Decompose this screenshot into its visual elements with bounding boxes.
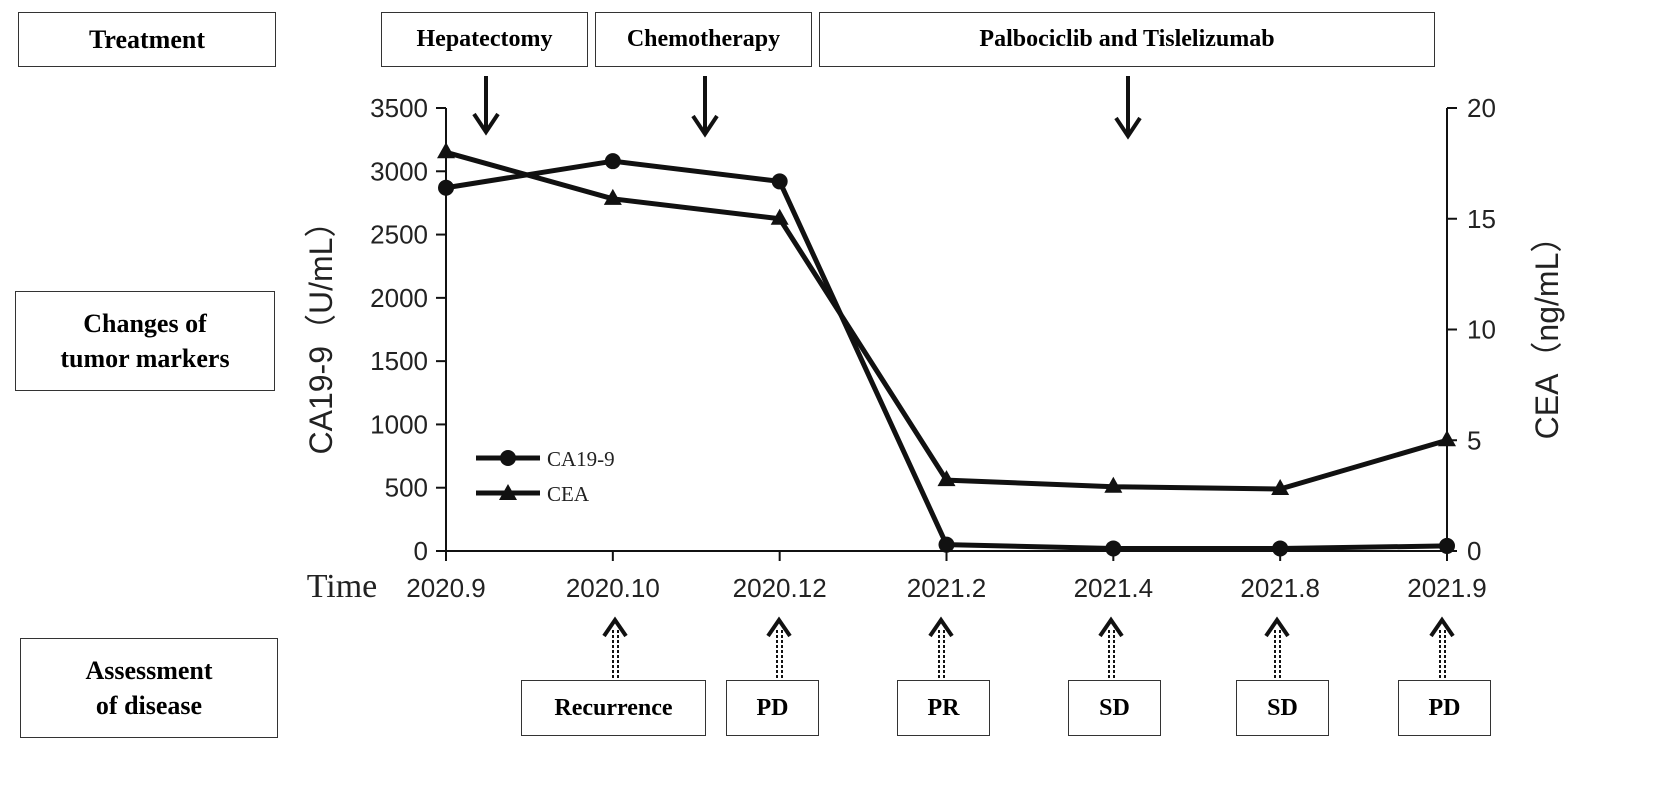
assessment-recurrence: Recurrence [521,680,706,736]
x-tick-label: 2020.9 [406,573,486,603]
cea-point [1271,478,1290,495]
assessment-sd-1: SD [1068,680,1161,736]
ca19-9-point [938,536,955,553]
assessment-arrow-icon-2 [766,616,792,680]
treatment-palbociclib-tislelizumab: Palbociclib and Tislelizumab [819,12,1435,67]
cea-point [437,142,455,159]
assessment-arrow-icon-6 [1429,616,1455,680]
changes-row-label: Changes of tumor markers [15,291,275,391]
assessment-pr: PR [897,680,990,736]
x-tick-label: 2020.10 [566,573,660,603]
legend: CA19-9 CEA [476,447,615,506]
assessment-row-label: Assessment of disease [20,638,278,738]
treatment-arrow-icon-1 [472,76,500,136]
left-tick-label: 1000 [370,409,428,439]
assessment-pd-1: PD [726,680,819,736]
ca19-9-point [771,173,788,190]
left-tick-label: 500 [385,473,428,503]
left-tick-label: 3500 [370,93,428,123]
x-axis-title: Time [307,568,378,605]
ca19-9-point [438,179,454,196]
assessment-sd-2: SD [1236,680,1329,736]
ca19-9-point [1272,540,1289,557]
right-tick-label: 20 [1467,93,1496,123]
legend-marker-cea [499,484,517,500]
assessment-arrow-icon-1 [602,616,628,680]
left-tick-label: 3000 [370,156,428,186]
right-tick-label: 0 [1467,536,1481,566]
treatment-row-label: Treatment [18,12,276,67]
cea-point [937,470,956,487]
left-tick-label: 2500 [370,220,428,250]
x-tick-label: 2020.12 [733,573,827,603]
legend-marker-ca19-9 [500,450,516,466]
right-tick-label: 15 [1467,204,1496,234]
cea-point [1438,430,1456,447]
x-tick-label: 2021.4 [1074,573,1154,603]
x-tick-label: 2021.2 [907,573,987,603]
treatment-arrow-icon-3 [1114,76,1142,140]
left-tick-label: 0 [414,536,428,566]
left-tick-label: 1500 [370,346,428,376]
treatment-arrow-icon-2 [691,76,719,138]
cea-point [603,188,622,205]
cea-point [770,208,789,225]
left-y-axis-title: CA19-9（U/mL） [303,206,339,455]
ca19-9-point [604,153,621,170]
assessment-pd-2: PD [1398,680,1491,736]
ca19-9-point [1439,537,1455,554]
assessment-arrow-icon-3 [928,616,954,680]
left-tick-label: 2000 [370,283,428,313]
legend-label-cea: CEA [547,482,590,506]
x-tick-label: 2021.9 [1407,573,1487,603]
right-tick-label: 5 [1467,425,1481,455]
ca19-9-point [1105,540,1122,557]
assessment-arrow-icon-4 [1098,616,1124,680]
assessment-arrow-icon-5 [1264,616,1290,680]
right-y-axis-title: CEA（ng/mL） [1529,221,1565,440]
cea-point [1104,476,1123,493]
series-line-cea [445,149,1448,492]
series-line-ca19-9 [445,158,1448,551]
right-tick-label: 10 [1467,315,1496,345]
x-tick-label: 2021.8 [1240,573,1320,603]
legend-label-ca19-9: CA19-9 [547,447,615,471]
treatment-chemotherapy: Chemotherapy [595,12,812,67]
treatment-hepatectomy: Hepatectomy [381,12,588,67]
